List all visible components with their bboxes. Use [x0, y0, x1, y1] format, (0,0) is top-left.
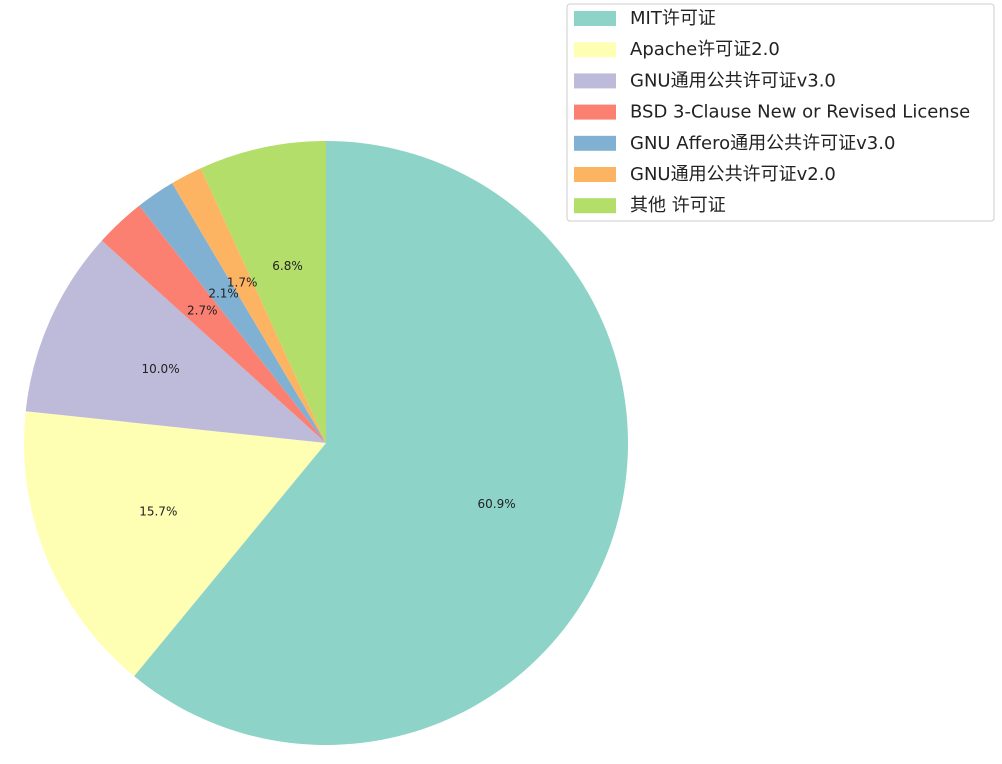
legend-swatch-5: [574, 167, 616, 182]
pie-slice-3: [101, 205, 326, 443]
pie-slices: [23, 141, 628, 746]
pie-percent-labels: 60.9% 15.7% 10.0% 2.7% 2.1%1.7% 6.8%: [139, 259, 515, 519]
legend-swatch-3: [574, 104, 616, 120]
legend-item-2: GNU通用公共许可证v3.0: [574, 70, 836, 91]
legend-label-1: Apache许可证2.0: [630, 39, 780, 60]
legend-swatch-1: [574, 42, 616, 58]
pie-slice-5: [172, 168, 326, 443]
pie-slice-1: [23, 411, 327, 677]
legend-label-3: BSD 3-Clause New or Revised License: [630, 102, 970, 123]
legend-item-4: GNU Affero通用公共许可证v3.0: [574, 133, 895, 154]
legend-label-0: MIT许可证: [630, 8, 716, 29]
pie-percent-label-4: 2.1%: [208, 287, 239, 301]
pie-percent-label-3: 2.7%: [187, 304, 218, 318]
pie-slice-0: [134, 141, 628, 746]
legend-label-5: GNU通用公共许可证v2.0: [630, 164, 836, 185]
legend-swatch-0: [574, 11, 616, 26]
pie-percent-label-2: 10.0%: [141, 362, 179, 376]
legend-swatch-2: [574, 73, 616, 89]
legend-swatch-6: [574, 198, 616, 214]
pie-slice-6: [200, 141, 326, 443]
pie-percent-label-5: 1.7%: [227, 275, 258, 289]
legend: MIT许可证 Apache许可证2.0 GNU通用公共许可证v3.0 BSD 3-Cl…: [566, 3, 995, 222]
pie-percent-label-6: 6.8%: [272, 259, 303, 273]
pie-slice-4: [139, 183, 326, 443]
pie-slice-2: [25, 240, 326, 443]
legend-items: MIT许可证 Apache许可证2.0 GNU通用公共许可证v3.0 BSD 3-Cl…: [574, 8, 970, 216]
pie-percent-label-0: 60.9%: [477, 497, 515, 511]
legend-label-6: 其他 许可证: [630, 195, 726, 216]
legend-swatch-4: [574, 135, 616, 151]
legend-item-0: MIT许可证: [574, 8, 716, 29]
legend-label-4: GNU Affero通用公共许可证v3.0: [630, 133, 895, 154]
legend-item-1: Apache许可证2.0: [574, 39, 780, 60]
pie-percent-label-1: 15.7%: [139, 505, 177, 519]
legend-item-3: BSD 3-Clause New or Revised License: [574, 102, 970, 123]
legend-frame: [566, 3, 995, 222]
legend-item-6: 其他 许可证: [574, 195, 726, 216]
legend-label-2: GNU通用公共许可证v3.0: [630, 70, 836, 91]
legend-item-5: GNU通用公共许可证v2.0: [574, 164, 836, 185]
